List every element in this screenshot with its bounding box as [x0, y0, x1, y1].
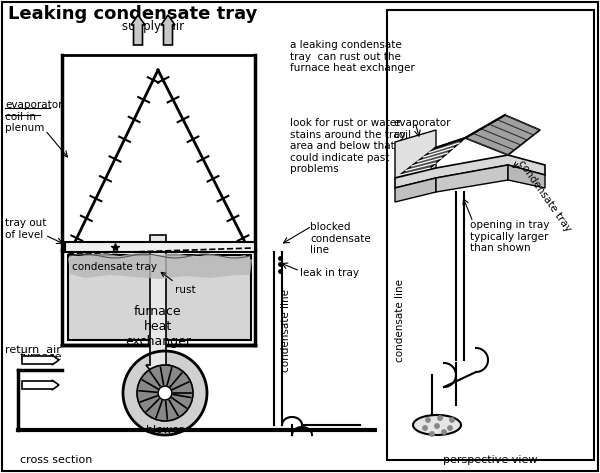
Polygon shape — [508, 165, 545, 188]
Text: cross section: cross section — [20, 455, 92, 465]
Ellipse shape — [413, 415, 461, 435]
Text: perspective view: perspective view — [443, 455, 537, 465]
Text: Leaking condensate tray: Leaking condensate tray — [8, 5, 257, 23]
Text: evaporator
coil in
plenum: evaporator coil in plenum — [5, 100, 62, 133]
Text: condensate tray: condensate tray — [72, 262, 157, 272]
Circle shape — [158, 386, 172, 400]
Circle shape — [426, 418, 430, 422]
Circle shape — [448, 426, 452, 430]
Text: tray out
of level: tray out of level — [5, 218, 46, 240]
Text: opening in tray
typically larger
than shown: opening in tray typically larger than sh… — [470, 220, 550, 253]
Circle shape — [137, 365, 193, 421]
Polygon shape — [395, 178, 436, 202]
Text: return  air: return air — [5, 345, 61, 355]
Text: blower: blower — [146, 425, 184, 435]
Text: evaporator
coil: evaporator coil — [393, 118, 451, 140]
FancyArrow shape — [22, 355, 59, 365]
Bar — [65, 242, 255, 252]
Text: a leaking condensate
tray  can rust out the
furnace heat exchanger: a leaking condensate tray can rust out t… — [290, 40, 415, 73]
Text: condensate line: condensate line — [395, 279, 405, 361]
Circle shape — [423, 426, 427, 430]
FancyArrow shape — [146, 235, 170, 380]
Text: blocked
condensate
line: blocked condensate line — [310, 222, 371, 255]
Polygon shape — [436, 165, 508, 192]
Text: supply  air: supply air — [122, 20, 184, 33]
Polygon shape — [465, 115, 540, 155]
Circle shape — [430, 432, 434, 436]
Circle shape — [435, 424, 439, 428]
FancyArrow shape — [161, 15, 175, 45]
FancyArrow shape — [22, 380, 59, 390]
Text: condensate line: condensate line — [281, 289, 291, 371]
Text: leak in tray: leak in tray — [300, 268, 359, 278]
Text: furnace
heat
exchanger: furnace heat exchanger — [125, 305, 191, 348]
Polygon shape — [68, 252, 252, 279]
Bar — [387, 10, 594, 460]
Circle shape — [442, 430, 446, 434]
Polygon shape — [395, 130, 436, 178]
FancyArrow shape — [131, 15, 145, 45]
Circle shape — [450, 418, 454, 422]
Circle shape — [123, 351, 207, 435]
Polygon shape — [395, 155, 545, 188]
Text: look for rust or water
stains around the tray
area and below that
could indicate: look for rust or water stains around the… — [290, 118, 406, 175]
Text: rust: rust — [161, 272, 196, 295]
Bar — [68, 255, 251, 340]
Circle shape — [438, 416, 442, 420]
Text: condensate tray: condensate tray — [516, 158, 573, 233]
Text: furnace: furnace — [20, 352, 62, 362]
Polygon shape — [400, 138, 465, 175]
